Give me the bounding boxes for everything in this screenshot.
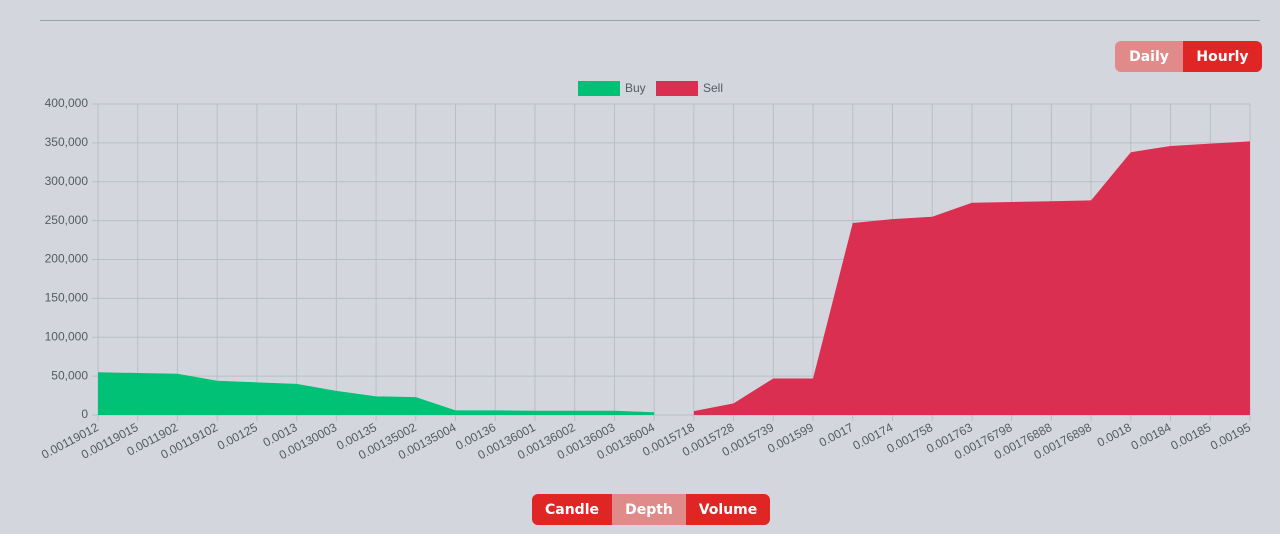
hourly-button[interactable]: Hourly	[1183, 41, 1262, 72]
x-tick-label: 0.00195	[1208, 420, 1253, 453]
x-tick-label: 0.00184	[1129, 420, 1174, 453]
y-tick-label: 200,000	[45, 252, 89, 266]
y-tick-label: 150,000	[45, 291, 89, 305]
depth-button[interactable]: Depth	[612, 494, 686, 525]
daily-button[interactable]: Daily	[1115, 41, 1183, 72]
y-tick-label: 300,000	[45, 174, 89, 188]
y-tick-label: 0	[81, 407, 88, 421]
x-tick-label: 0.00125	[215, 420, 260, 453]
x-tick-label: 0.0018	[1095, 420, 1134, 450]
x-tick-label: 0.0017	[817, 420, 856, 450]
range-toggle: Daily Hourly	[1115, 41, 1262, 72]
candle-button[interactable]: Candle	[532, 494, 612, 525]
y-tick-label: 50,000	[51, 368, 88, 382]
legend-swatch	[656, 81, 698, 96]
y-tick-label: 350,000	[45, 135, 89, 149]
volume-button[interactable]: Volume	[686, 494, 770, 525]
y-tick-label: 100,000	[45, 329, 89, 343]
legend-label: Buy	[625, 81, 646, 95]
legend-label: Sell	[703, 81, 723, 95]
y-tick-label: 250,000	[45, 213, 89, 227]
x-tick-label: 0.001599	[765, 420, 816, 456]
y-tick-label: 400,000	[45, 96, 89, 110]
area	[693, 141, 1250, 415]
view-toggle: Candle Depth Volume	[532, 494, 770, 525]
legend-swatch	[578, 81, 620, 96]
area	[98, 372, 655, 415]
x-tick-label: 0.00185	[1168, 420, 1213, 453]
